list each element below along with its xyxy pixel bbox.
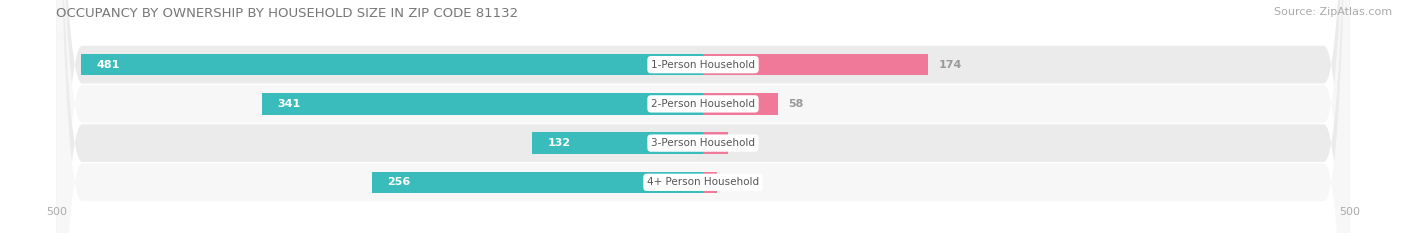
- Bar: [80, 54, 703, 75]
- Text: 4+ Person Household: 4+ Person Household: [647, 177, 759, 187]
- Bar: [262, 93, 703, 115]
- Bar: [703, 93, 778, 115]
- Text: 11: 11: [727, 177, 744, 187]
- FancyBboxPatch shape: [56, 0, 1350, 233]
- Text: OCCUPANCY BY OWNERSHIP BY HOUSEHOLD SIZE IN ZIP CODE 81132: OCCUPANCY BY OWNERSHIP BY HOUSEHOLD SIZE…: [56, 7, 519, 20]
- Text: 481: 481: [97, 60, 120, 70]
- Bar: [371, 171, 703, 193]
- Bar: [533, 132, 703, 154]
- FancyBboxPatch shape: [56, 0, 1350, 233]
- Text: 1-Person Household: 1-Person Household: [651, 60, 755, 70]
- Text: 19: 19: [738, 138, 754, 148]
- Text: 3-Person Household: 3-Person Household: [651, 138, 755, 148]
- Bar: [703, 54, 928, 75]
- Text: 132: 132: [548, 138, 571, 148]
- FancyBboxPatch shape: [56, 0, 1350, 233]
- Bar: [703, 171, 717, 193]
- FancyBboxPatch shape: [56, 0, 1350, 233]
- Text: 174: 174: [938, 60, 962, 70]
- Text: 2-Person Household: 2-Person Household: [651, 99, 755, 109]
- Text: 256: 256: [388, 177, 411, 187]
- Text: Source: ZipAtlas.com: Source: ZipAtlas.com: [1274, 7, 1392, 17]
- Bar: [703, 132, 727, 154]
- Text: 341: 341: [277, 99, 301, 109]
- Text: 58: 58: [789, 99, 804, 109]
